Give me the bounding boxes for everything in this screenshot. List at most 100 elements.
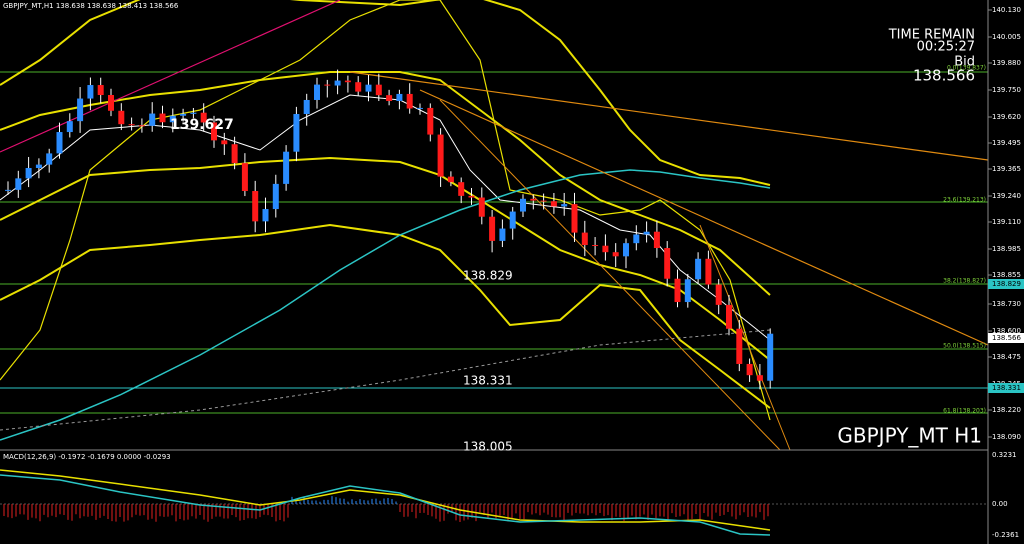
- candle-body: [221, 140, 228, 145]
- price-axis-label: 138.730: [992, 300, 1021, 308]
- fib-label: 50.0(138.515): [943, 343, 986, 350]
- symbol-info: GBPJPY_MT,H1 138.638 138.638 138.413 138…: [3, 2, 179, 10]
- candle-body: [571, 204, 578, 233]
- fib-label: 38.2(138.827): [943, 278, 986, 285]
- candle-body: [447, 176, 454, 183]
- candle-body: [396, 93, 403, 101]
- candle-body: [15, 178, 22, 190]
- candle-body: [159, 113, 166, 123]
- candle-body: [56, 132, 63, 154]
- candle-body: [149, 113, 156, 126]
- candle-body: [324, 84, 331, 86]
- candle-body: [417, 107, 423, 109]
- candle-body: [138, 125, 145, 127]
- candle-body: [25, 168, 32, 179]
- time-remain-label: TIME REMAIN: [888, 28, 975, 43]
- candle-body: [77, 98, 84, 122]
- price-axis-label: 139.240: [992, 192, 1021, 200]
- candle-body: [715, 284, 722, 305]
- price-annotation: 139.627: [170, 117, 234, 133]
- macd-axis-label: 0.00: [992, 500, 1008, 508]
- candle-body: [118, 110, 125, 125]
- candle-body: [509, 211, 516, 229]
- price-axis-label: 139.620: [992, 113, 1021, 121]
- candle-body: [653, 231, 660, 249]
- candle-body: [540, 200, 547, 202]
- candle-body: [561, 204, 568, 207]
- candle-body: [334, 80, 341, 86]
- candle-body: [695, 258, 702, 280]
- candle-body: [190, 112, 197, 114]
- candle-body: [241, 163, 248, 192]
- price-axis-label: 138.600: [992, 327, 1021, 335]
- price-marker-bg: [988, 333, 1024, 343]
- price-annotation: 138.829: [463, 269, 513, 283]
- candle-body: [262, 209, 269, 222]
- candle-body: [293, 114, 300, 152]
- price-axis-label: 139.495: [992, 139, 1021, 147]
- candle-body: [283, 151, 290, 184]
- candle-body: [108, 95, 114, 111]
- fib-label: 23.6(139.213): [943, 197, 986, 204]
- price-marker-bg: [988, 279, 1024, 289]
- candle-body: [252, 191, 259, 222]
- candle-body: [128, 124, 135, 126]
- candle-body: [499, 228, 506, 241]
- candle-body: [272, 183, 279, 210]
- candle-body: [231, 144, 238, 164]
- macd-lines: [0, 469, 771, 536]
- candle-body: [355, 82, 362, 92]
- candle-body: [756, 375, 763, 381]
- price-axis-label: 138.855: [992, 271, 1021, 279]
- price-annotation: 138.331: [463, 374, 513, 388]
- candle-body: [200, 112, 207, 123]
- candle-body: [674, 278, 681, 303]
- candle-body: [623, 243, 629, 257]
- candle-body: [211, 122, 217, 141]
- candle-body: [386, 95, 393, 101]
- bid-label: Bid: [954, 55, 975, 70]
- candle-body: [314, 84, 320, 100]
- candle-body: [468, 195, 475, 198]
- candle-body: [87, 85, 94, 99]
- candle-body: [643, 231, 650, 235]
- labels: GBPJPY_MT,H1 138.638 138.638 138.413 138…: [3, 2, 1024, 539]
- price-marker-bg: [988, 383, 1024, 393]
- candle-body: [746, 363, 753, 376]
- watermark: GBPJPY_MT H1: [837, 424, 982, 448]
- candle-body: [633, 234, 640, 244]
- price-marker: 138.566: [992, 334, 1021, 342]
- candle-body: [97, 85, 104, 96]
- price-marker: 138.829: [992, 280, 1021, 288]
- candles: [5, 69, 774, 390]
- candle-body: [169, 115, 176, 123]
- macd-histogram: [3, 496, 769, 522]
- price-axis-label: 138.475: [992, 353, 1021, 361]
- fib-label: 61.8(138.203): [943, 408, 986, 415]
- price-axis-label: 139.365: [992, 165, 1021, 173]
- candle-body: [550, 201, 557, 207]
- candle-body: [767, 333, 774, 381]
- candle-body: [489, 216, 496, 241]
- candle-body: [705, 258, 712, 285]
- candle-body: [612, 252, 619, 257]
- fib-label: 0.0(139.837): [947, 65, 986, 72]
- candle-body: [592, 245, 599, 247]
- price-axis-label: 140.005: [992, 33, 1021, 41]
- candle-body: [530, 198, 537, 201]
- time-remain: 00:25:27: [917, 40, 975, 55]
- candle-body: [35, 164, 42, 169]
- candle-body: [458, 182, 465, 196]
- horizontal-levels: [0, 71, 988, 414]
- price-axis-label: 139.880: [992, 59, 1021, 67]
- candle-body: [344, 80, 351, 83]
- candle-body: [581, 232, 588, 246]
- candle-body: [437, 134, 444, 177]
- macd-axis-label: -0.2361: [992, 531, 1019, 539]
- candle-body: [66, 121, 73, 133]
- candle-body: [46, 153, 53, 165]
- candle-body: [478, 197, 485, 217]
- candle-body: [684, 279, 691, 303]
